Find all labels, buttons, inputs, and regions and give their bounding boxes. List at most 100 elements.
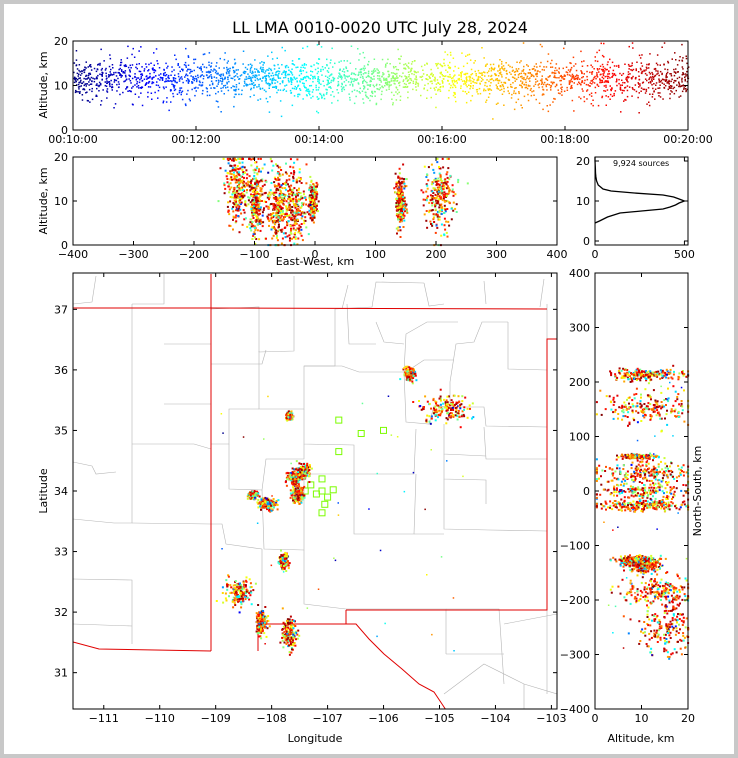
source-point — [257, 157, 260, 160]
source-point — [402, 79, 405, 81]
source-point — [308, 92, 310, 94]
source-point — [396, 79, 399, 82]
source-point — [100, 83, 102, 86]
source-point — [557, 71, 560, 73]
source-point — [247, 77, 249, 80]
source-point — [403, 187, 406, 190]
source-point — [626, 79, 628, 81]
source-point — [280, 184, 283, 187]
source-point — [340, 85, 343, 88]
source-point — [258, 221, 261, 224]
source-point — [200, 74, 202, 77]
source-point — [258, 222, 261, 225]
source-point — [463, 83, 465, 85]
source-point — [259, 157, 262, 160]
source-point — [399, 62, 401, 65]
source-point — [241, 181, 244, 184]
source-point — [510, 73, 512, 75]
source-point — [667, 81, 669, 83]
source-point — [273, 223, 276, 226]
source-point — [291, 237, 293, 240]
source-point — [148, 80, 151, 83]
source-point — [256, 223, 259, 226]
source-point — [450, 399, 453, 402]
source-point — [298, 58, 301, 60]
source-point — [560, 83, 562, 86]
source-point — [233, 71, 235, 74]
source-point — [383, 73, 385, 75]
source-point — [274, 82, 276, 84]
source-point — [378, 75, 381, 77]
source-point — [310, 180, 313, 183]
source-point — [278, 194, 281, 197]
source-point — [662, 98, 664, 100]
source-point — [665, 80, 668, 82]
source-point — [277, 171, 279, 174]
source-point — [473, 78, 475, 81]
source-point — [297, 213, 300, 216]
source-point — [330, 59, 332, 61]
source-point — [308, 213, 310, 216]
source-point — [450, 84, 452, 87]
source-point — [288, 195, 291, 198]
source-point — [283, 88, 285, 91]
source-point — [221, 77, 223, 79]
east-west-tick-label: −100 — [239, 248, 269, 261]
source-point — [314, 189, 317, 192]
source-point — [448, 416, 451, 419]
source-point — [275, 185, 278, 187]
source-point — [459, 404, 462, 406]
source-point — [437, 88, 439, 91]
source-point — [435, 199, 438, 202]
source-point — [363, 88, 365, 90]
source-point — [570, 68, 572, 71]
source-point — [294, 193, 297, 196]
source-point — [424, 395, 427, 398]
source-point — [500, 63, 503, 65]
source-point — [322, 80, 324, 82]
source-point — [406, 77, 408, 79]
source-point — [290, 217, 293, 219]
source-point — [543, 66, 545, 68]
source-point — [326, 64, 328, 67]
source-point — [281, 187, 284, 190]
source-point — [508, 71, 511, 74]
source-point — [237, 189, 240, 192]
source-point — [573, 65, 575, 67]
source-point — [75, 90, 78, 93]
source-point — [343, 60, 345, 62]
source-point — [684, 80, 686, 82]
source-point — [390, 84, 392, 86]
source-point — [302, 70, 304, 72]
source-point — [191, 82, 193, 84]
source-point — [520, 80, 522, 82]
source-point — [434, 208, 437, 211]
source-point — [433, 79, 435, 81]
source-point — [308, 187, 311, 190]
source-point — [171, 80, 173, 82]
source-point — [287, 66, 290, 69]
source-point — [252, 234, 255, 237]
source-point — [609, 58, 611, 61]
source-point — [395, 87, 398, 89]
source-point — [250, 78, 252, 80]
source-point — [287, 73, 289, 76]
source-point — [297, 209, 300, 211]
source-point — [465, 72, 467, 75]
source-point — [527, 72, 530, 74]
source-point — [281, 196, 284, 199]
source-point — [187, 89, 189, 92]
source-point — [208, 61, 210, 64]
source-point — [279, 83, 281, 85]
source-point — [570, 66, 573, 69]
source-point — [185, 47, 187, 50]
source-point — [454, 65, 456, 68]
source-point — [298, 180, 301, 183]
source-point — [466, 182, 469, 185]
source-point — [286, 214, 289, 217]
source-point — [683, 88, 685, 90]
source-point — [276, 164, 279, 167]
source-point — [444, 64, 446, 67]
source-point — [254, 84, 256, 86]
source-point — [439, 196, 442, 199]
